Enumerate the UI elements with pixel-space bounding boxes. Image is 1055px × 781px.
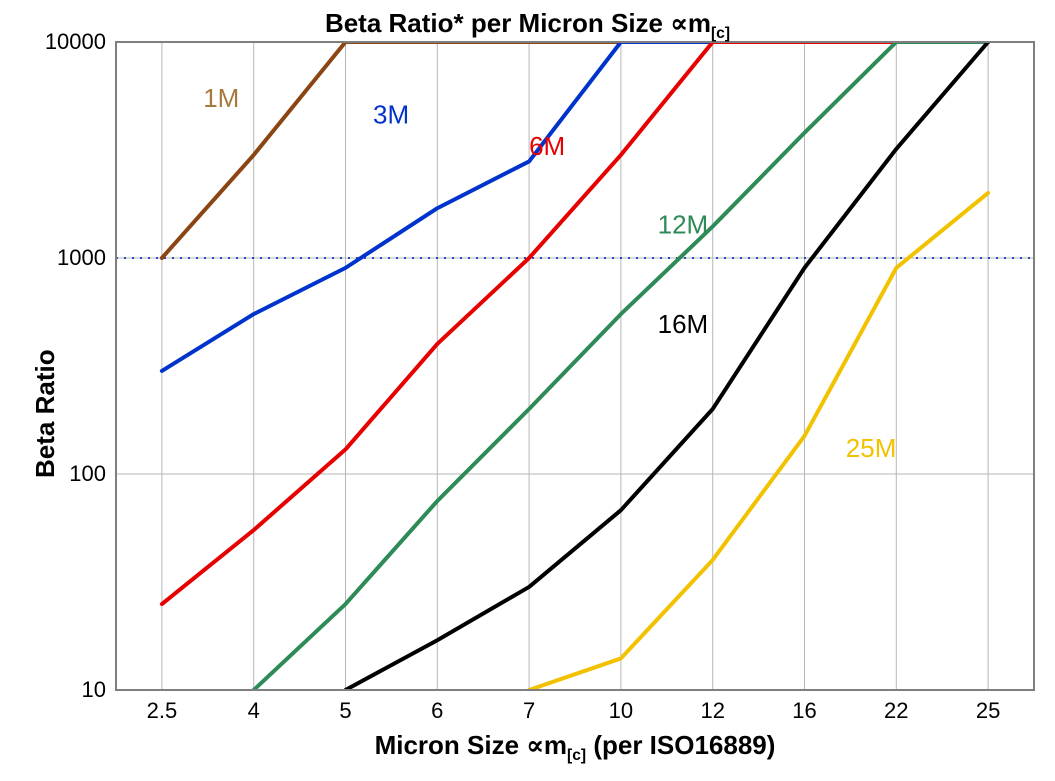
xtick-12: 12: [700, 698, 724, 723]
ytick-10: 10: [82, 677, 106, 702]
xtick-16: 16: [792, 698, 816, 723]
xtick-6: 6: [431, 698, 443, 723]
series-label-6M: 6M: [529, 131, 565, 161]
series-label-3M: 3M: [373, 99, 409, 129]
chart-title: Beta Ratio* per Micron Size ∝m[c]: [0, 8, 1055, 43]
xtick-10: 10: [609, 698, 633, 723]
xtick-4: 4: [248, 698, 260, 723]
xtick-25: 25: [976, 698, 1000, 723]
xtick-2.5: 2.5: [147, 698, 178, 723]
chart-svg: 1M 3M 6M 12M 16M 25M 2.5 4 5 6 7 10 12 16 22 25 10 100 100…: [0, 0, 1055, 781]
x-axis-label: Micron Size ∝m[c] (per ISO16889): [116, 730, 1034, 765]
ytick-100: 100: [69, 461, 106, 486]
y-axis-label: Beta Ratio: [30, 350, 61, 479]
xtick-22: 22: [884, 698, 908, 723]
xtick-7: 7: [523, 698, 535, 723]
ytick-1000: 1000: [57, 245, 106, 270]
series-label-25M: 25M: [846, 433, 897, 463]
series-label-1M: 1M: [203, 83, 239, 113]
chart-container: 1M 3M 6M 12M 16M 25M 2.5 4 5 6 7 10 12 16 22 25 10 100 100…: [0, 0, 1055, 781]
series-label-12M: 12M: [658, 209, 709, 239]
series-label-16M: 16M: [658, 309, 709, 339]
xtick-5: 5: [339, 698, 351, 723]
